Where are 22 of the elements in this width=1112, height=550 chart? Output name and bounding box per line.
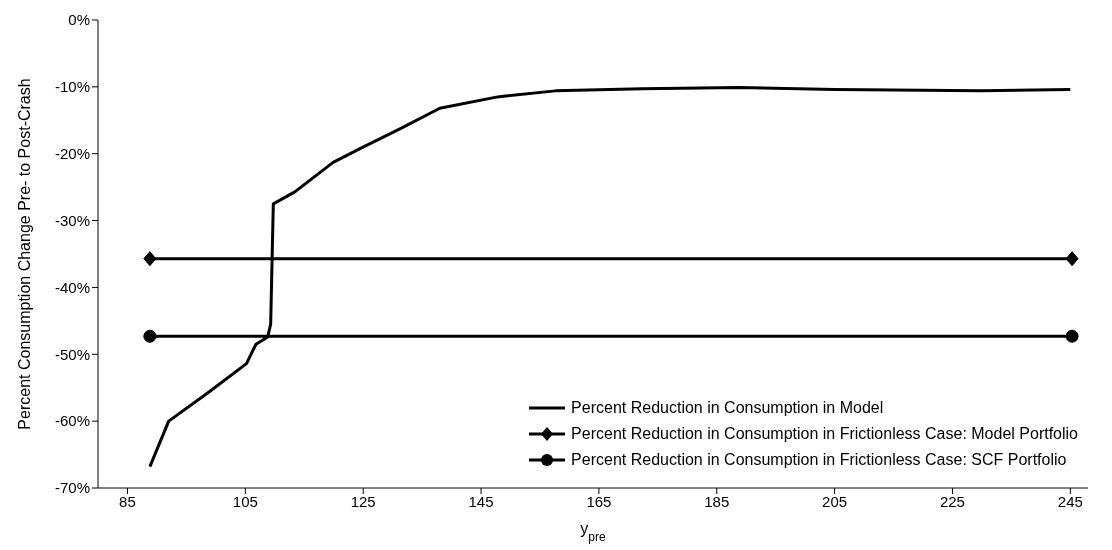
y-tick-label: 0%: [68, 11, 90, 29]
y-tick-label: -20%: [54, 145, 90, 163]
x-tick-label: 85: [119, 492, 136, 510]
x-tick-label: 125: [350, 492, 376, 510]
x-tick-label: 185: [704, 492, 730, 510]
x-tick-label: 245: [1057, 492, 1083, 510]
x-tick-label: 225: [939, 492, 965, 510]
y-tick-label: -70%: [54, 479, 90, 497]
x-tick-label: 165: [586, 492, 612, 510]
y-tick-label: -50%: [54, 345, 90, 363]
x-tick-label: 105: [232, 492, 258, 510]
y-tick-label: -10%: [54, 78, 90, 96]
x-axis-title: y$_{pre}$: [580, 520, 606, 544]
y-tick-label: -40%: [54, 278, 90, 296]
y-tick-label: -60%: [54, 412, 90, 430]
legend-label: Percent Reduction in Consumption in Model: [571, 398, 884, 418]
x-tick-label: 205: [822, 492, 848, 510]
legend-label: Percent Reduction in Consumption in Frictionless Case: SCF Portfolio: [571, 450, 1067, 470]
legend-label: Percent Reduction in Consumption in Frictionless Case: Model Portfolio: [571, 424, 1078, 444]
y-axis-title: Percent Consumption Change Pre- to Post-Crash: [16, 78, 33, 430]
y-tick-label: -30%: [54, 211, 90, 229]
x-tick-label: 145: [468, 492, 494, 510]
